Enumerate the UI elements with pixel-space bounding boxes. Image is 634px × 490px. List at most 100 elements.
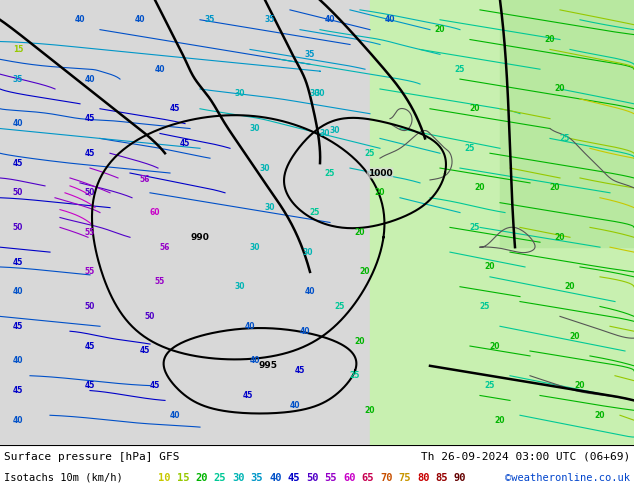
Text: 45: 45 [13, 258, 23, 267]
Text: 25: 25 [350, 371, 360, 380]
Text: 40: 40 [13, 416, 23, 425]
Text: 15: 15 [176, 473, 189, 483]
Text: 20: 20 [565, 282, 575, 291]
Text: 35: 35 [205, 15, 215, 24]
Text: 35: 35 [305, 50, 315, 59]
Text: 30: 30 [235, 90, 245, 98]
Text: 75: 75 [399, 473, 411, 483]
Text: 30: 30 [232, 473, 245, 483]
Text: 30: 30 [320, 129, 330, 138]
Text: 35: 35 [250, 473, 263, 483]
Text: 1000: 1000 [368, 169, 392, 177]
Text: 35: 35 [13, 74, 23, 84]
Text: 50: 50 [306, 473, 318, 483]
Text: 20: 20 [570, 332, 580, 341]
Text: 25: 25 [214, 473, 226, 483]
Text: 20: 20 [195, 473, 207, 483]
Text: 990: 990 [191, 233, 209, 242]
Text: 25: 25 [455, 65, 465, 74]
Text: 45: 45 [85, 381, 95, 390]
Text: 25: 25 [470, 223, 480, 232]
Text: 20: 20 [359, 268, 370, 276]
Text: 35: 35 [265, 15, 275, 24]
Text: 20: 20 [475, 183, 485, 193]
Text: 25: 25 [480, 302, 490, 311]
Text: 20: 20 [365, 406, 375, 415]
Text: 40: 40 [305, 287, 315, 296]
Text: 45: 45 [170, 104, 180, 113]
Text: 40: 40 [75, 15, 85, 24]
Text: Isotachs 10m (km/h): Isotachs 10m (km/h) [4, 473, 123, 483]
Text: 25: 25 [325, 169, 335, 177]
Text: 40: 40 [170, 411, 180, 420]
Text: 45: 45 [85, 342, 95, 350]
Text: 45: 45 [140, 346, 150, 355]
Text: 15: 15 [13, 45, 23, 54]
Text: 25: 25 [560, 134, 570, 143]
Text: 25: 25 [485, 381, 495, 390]
Text: 30: 30 [250, 124, 260, 133]
Text: 30: 30 [303, 247, 313, 257]
Text: 40: 40 [85, 74, 95, 84]
Text: 50: 50 [13, 223, 23, 232]
Text: 25: 25 [465, 144, 476, 153]
Text: 40: 40 [155, 65, 165, 74]
Text: 30: 30 [310, 90, 320, 98]
Text: 30: 30 [260, 164, 270, 172]
Text: 40: 40 [269, 473, 281, 483]
Text: 995: 995 [259, 361, 278, 370]
Text: 40: 40 [385, 15, 395, 24]
Text: 45: 45 [287, 473, 300, 483]
Text: 20: 20 [495, 416, 505, 425]
Text: Th 26-09-2024 03:00 UTC (06+69): Th 26-09-2024 03:00 UTC (06+69) [421, 452, 630, 462]
Text: 30: 30 [314, 90, 325, 98]
Text: 45: 45 [13, 386, 23, 395]
Text: 55: 55 [85, 268, 95, 276]
Text: 45: 45 [180, 139, 190, 148]
Text: 25: 25 [310, 208, 320, 217]
Text: 40: 40 [135, 15, 145, 24]
Text: 20: 20 [545, 35, 555, 44]
Text: 56: 56 [140, 175, 150, 184]
Text: 20: 20 [485, 263, 495, 271]
Text: 45: 45 [13, 322, 23, 331]
Text: 30: 30 [235, 282, 245, 291]
Text: 40: 40 [250, 356, 260, 366]
Text: 30: 30 [330, 126, 340, 135]
Text: 50: 50 [85, 188, 95, 197]
Text: 20: 20 [550, 183, 560, 193]
Text: 55: 55 [155, 277, 165, 286]
Text: 45: 45 [295, 366, 305, 375]
Text: 40: 40 [13, 287, 23, 296]
Text: 60: 60 [150, 208, 160, 217]
Text: 50: 50 [145, 312, 155, 321]
Text: 20: 20 [375, 188, 385, 197]
Text: 20: 20 [355, 337, 365, 345]
Text: 30: 30 [250, 243, 260, 252]
Text: 45: 45 [85, 149, 95, 158]
Text: ©weatheronline.co.uk: ©weatheronline.co.uk [505, 473, 630, 483]
Text: 20: 20 [355, 228, 365, 237]
Text: 10: 10 [158, 473, 171, 483]
Text: 20: 20 [435, 25, 445, 34]
Text: 20: 20 [595, 411, 605, 420]
Text: 25: 25 [365, 149, 375, 158]
Text: 50: 50 [13, 188, 23, 197]
Text: 65: 65 [361, 473, 374, 483]
Text: 55: 55 [325, 473, 337, 483]
Text: 50: 50 [85, 302, 95, 311]
Text: 25: 25 [335, 302, 345, 311]
Text: 40: 40 [300, 327, 310, 336]
Text: 70: 70 [380, 473, 392, 483]
Text: 40: 40 [13, 119, 23, 128]
Text: Surface pressure [hPa] GFS: Surface pressure [hPa] GFS [4, 452, 179, 462]
Text: 20: 20 [555, 84, 566, 94]
Text: 40: 40 [13, 356, 23, 366]
Text: 40: 40 [290, 401, 301, 410]
Text: 45: 45 [13, 159, 23, 168]
Text: 45: 45 [85, 114, 95, 123]
Text: 85: 85 [436, 473, 448, 483]
Text: 45: 45 [150, 381, 160, 390]
Text: 60: 60 [343, 473, 356, 483]
Text: 40: 40 [245, 322, 256, 331]
